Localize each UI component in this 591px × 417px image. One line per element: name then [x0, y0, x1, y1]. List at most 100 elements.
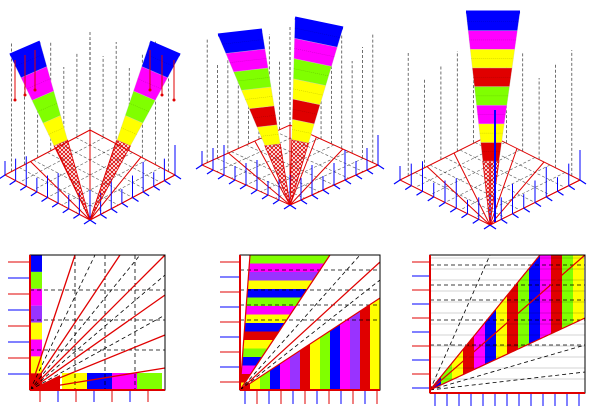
tick	[51, 202, 59, 208]
tick	[41, 197, 48, 202]
ray	[239, 254, 331, 391]
tick	[427, 196, 435, 202]
band-hatch	[37, 102, 58, 112]
stair	[485, 255, 496, 390]
tick	[250, 189, 258, 195]
band-hatch	[291, 129, 312, 134]
tick	[483, 224, 491, 230]
tick	[500, 218, 508, 224]
drop-dot	[33, 88, 37, 92]
ray	[289, 136, 317, 206]
tick	[416, 190, 423, 196]
ray	[29, 334, 166, 391]
tick	[557, 190, 564, 196]
ray	[30, 161, 91, 221]
floor-grid	[245, 144, 335, 186]
band-hatch	[253, 115, 276, 119]
band-hatch	[129, 102, 150, 112]
tick	[206, 169, 214, 175]
ray	[429, 254, 586, 391]
stripe	[240, 289, 330, 298]
bar-strip	[370, 298, 380, 390]
ray-dashed	[429, 371, 586, 391]
tick	[30, 191, 38, 197]
tick	[100, 213, 107, 219]
stripe	[240, 306, 330, 315]
tick	[174, 174, 182, 180]
band-hatch	[121, 127, 137, 135]
band-hatch	[237, 77, 270, 82]
stair	[518, 255, 529, 390]
stripe	[240, 263, 330, 272]
tick	[404, 185, 412, 191]
band-hatch	[260, 134, 279, 137]
stair	[562, 255, 573, 390]
tick	[121, 202, 129, 208]
wing-edge	[149, 40, 181, 57]
tick	[449, 207, 457, 213]
tick	[300, 199, 308, 205]
tick	[239, 184, 247, 190]
ray	[289, 148, 344, 206]
stair	[540, 255, 551, 390]
ray-dashed	[429, 344, 586, 391]
stripe	[240, 272, 330, 281]
tick	[9, 180, 16, 186]
floor-grid	[459, 149, 551, 196]
tick	[393, 179, 401, 185]
tick	[355, 174, 363, 180]
tick	[62, 208, 70, 214]
ray	[239, 254, 251, 391]
tick	[534, 202, 542, 207]
tick	[142, 191, 150, 197]
stair	[496, 255, 507, 390]
tick	[110, 208, 118, 214]
ray	[453, 152, 491, 226]
wing-edge	[9, 40, 41, 57]
block	[30, 271, 42, 289]
block	[30, 339, 42, 357]
ray-dashed	[239, 279, 381, 391]
tick	[19, 185, 27, 191]
drop-dot	[23, 93, 27, 97]
stair	[507, 255, 518, 390]
tick	[283, 204, 291, 210]
floor-grid	[33, 159, 119, 206]
tick	[217, 174, 225, 180]
ray	[29, 254, 166, 391]
tick	[512, 213, 519, 219]
stripe	[240, 255, 330, 264]
ray-dashed	[29, 254, 141, 391]
floor-grid	[429, 149, 521, 196]
tick	[311, 194, 319, 200]
stripe	[240, 297, 330, 306]
tick	[164, 180, 171, 186]
tick	[366, 169, 374, 175]
block	[30, 288, 42, 306]
ray-dashed	[429, 254, 491, 391]
tick	[0, 174, 6, 180]
block	[30, 356, 42, 374]
band-hatch	[26, 78, 51, 90]
tick	[261, 194, 269, 200]
ray	[254, 140, 291, 206]
ray	[228, 152, 291, 206]
bar-strip	[340, 298, 350, 390]
band-hatch	[292, 108, 318, 115]
ray	[239, 261, 381, 391]
stripe	[240, 314, 330, 323]
band-hatch	[294, 48, 335, 58]
tick	[153, 185, 161, 191]
floor-grid	[474, 172, 566, 218]
ray	[29, 294, 166, 391]
block	[62, 373, 87, 390]
block	[30, 305, 42, 323]
ray	[89, 156, 142, 221]
bar-strip	[350, 298, 360, 390]
band-hatch	[221, 39, 264, 45]
tick	[322, 189, 330, 195]
ray	[29, 254, 76, 391]
stair	[529, 255, 540, 390]
ray-dashed	[29, 274, 166, 391]
